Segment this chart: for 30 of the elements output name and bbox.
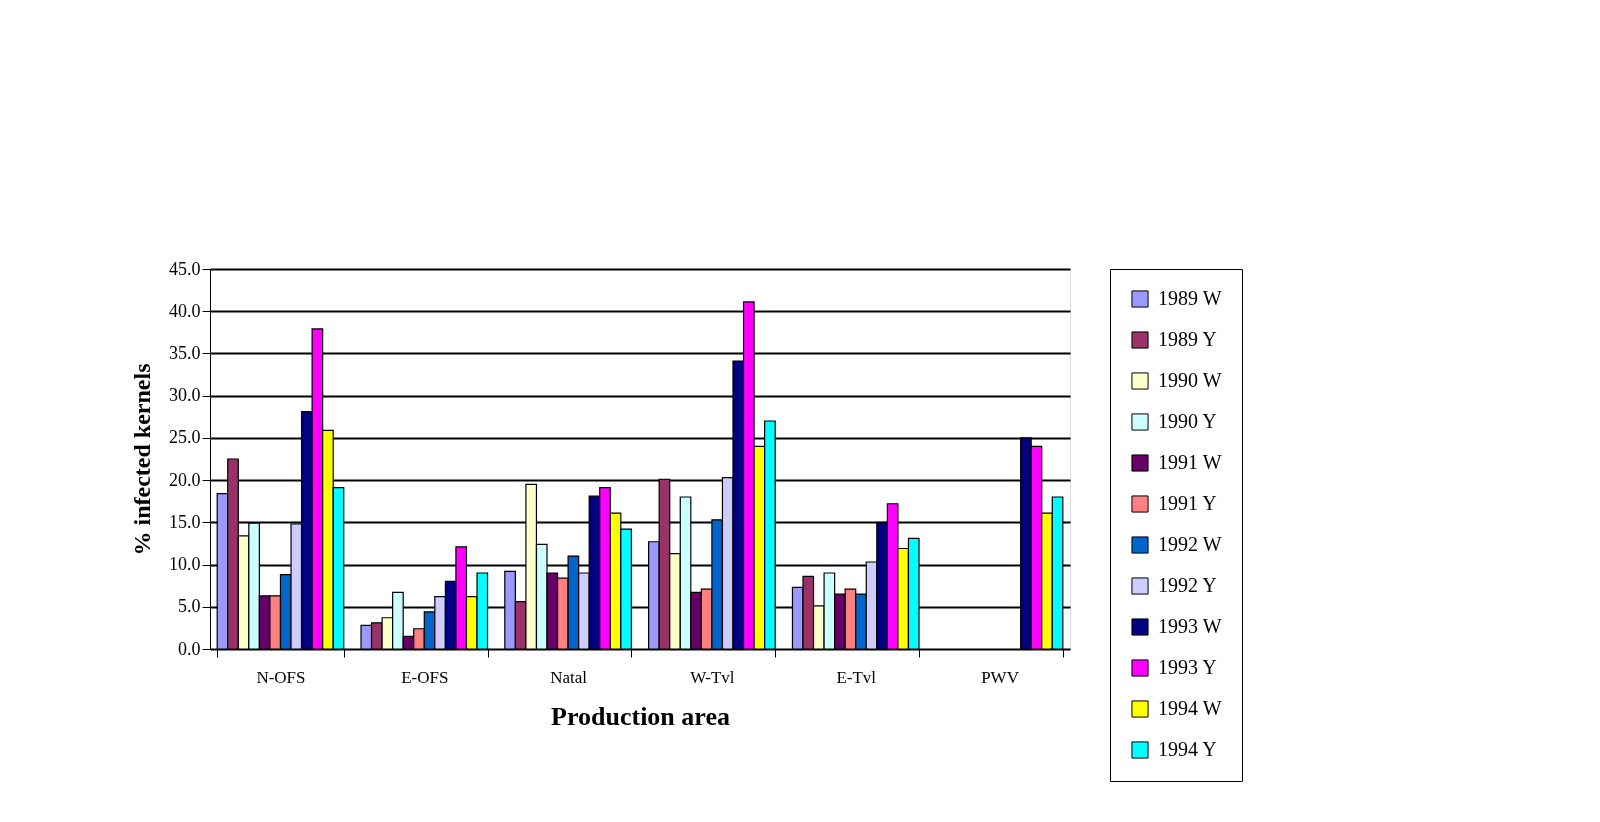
y-tick-label: 15.0 [169,511,201,532]
legend-label: 1991 Y [1158,492,1217,514]
x-axis-title: Production area [551,701,730,731]
y-tick-label: 45.0 [169,258,201,279]
x-tick-label: W-Tvl [690,667,735,687]
y-tick-label: 35.0 [169,342,201,363]
legend-label: 1993 Y [1158,656,1217,678]
legend-label: 1990 W [1158,369,1222,391]
legend-label: 1994 W [1158,697,1222,719]
legend-label: 1989 W [1158,287,1222,309]
legend-label: 1992 W [1158,533,1222,555]
legend-label: 1992 Y [1158,574,1217,596]
legend-label: 1991 W [1158,451,1222,473]
y-axis-title: % infected kernels [129,363,155,556]
y-tick-label: 0.0 [178,638,201,659]
y-tick-label: 20.0 [169,469,201,490]
legend-label: 1994 Y [1158,738,1217,760]
x-tick-label: N-OFS [256,667,306,687]
legend-label: 1989 Y [1158,328,1217,350]
x-tick-label: PWV [981,667,1020,687]
y-tick-label: 10.0 [169,554,201,575]
legend-label: 1993 W [1158,615,1222,637]
y-tick-label: 25.0 [169,427,201,448]
x-tick-label: E-Tvl [836,667,877,687]
y-tick-label: 40.0 [169,300,201,321]
y-tick-label: 30.0 [169,385,201,406]
y-tick-label: 5.0 [178,596,201,617]
legend-label: 1990 Y [1158,410,1217,432]
x-tick-label: E-OFS [401,667,449,687]
x-tick-label: Natal [550,667,588,687]
